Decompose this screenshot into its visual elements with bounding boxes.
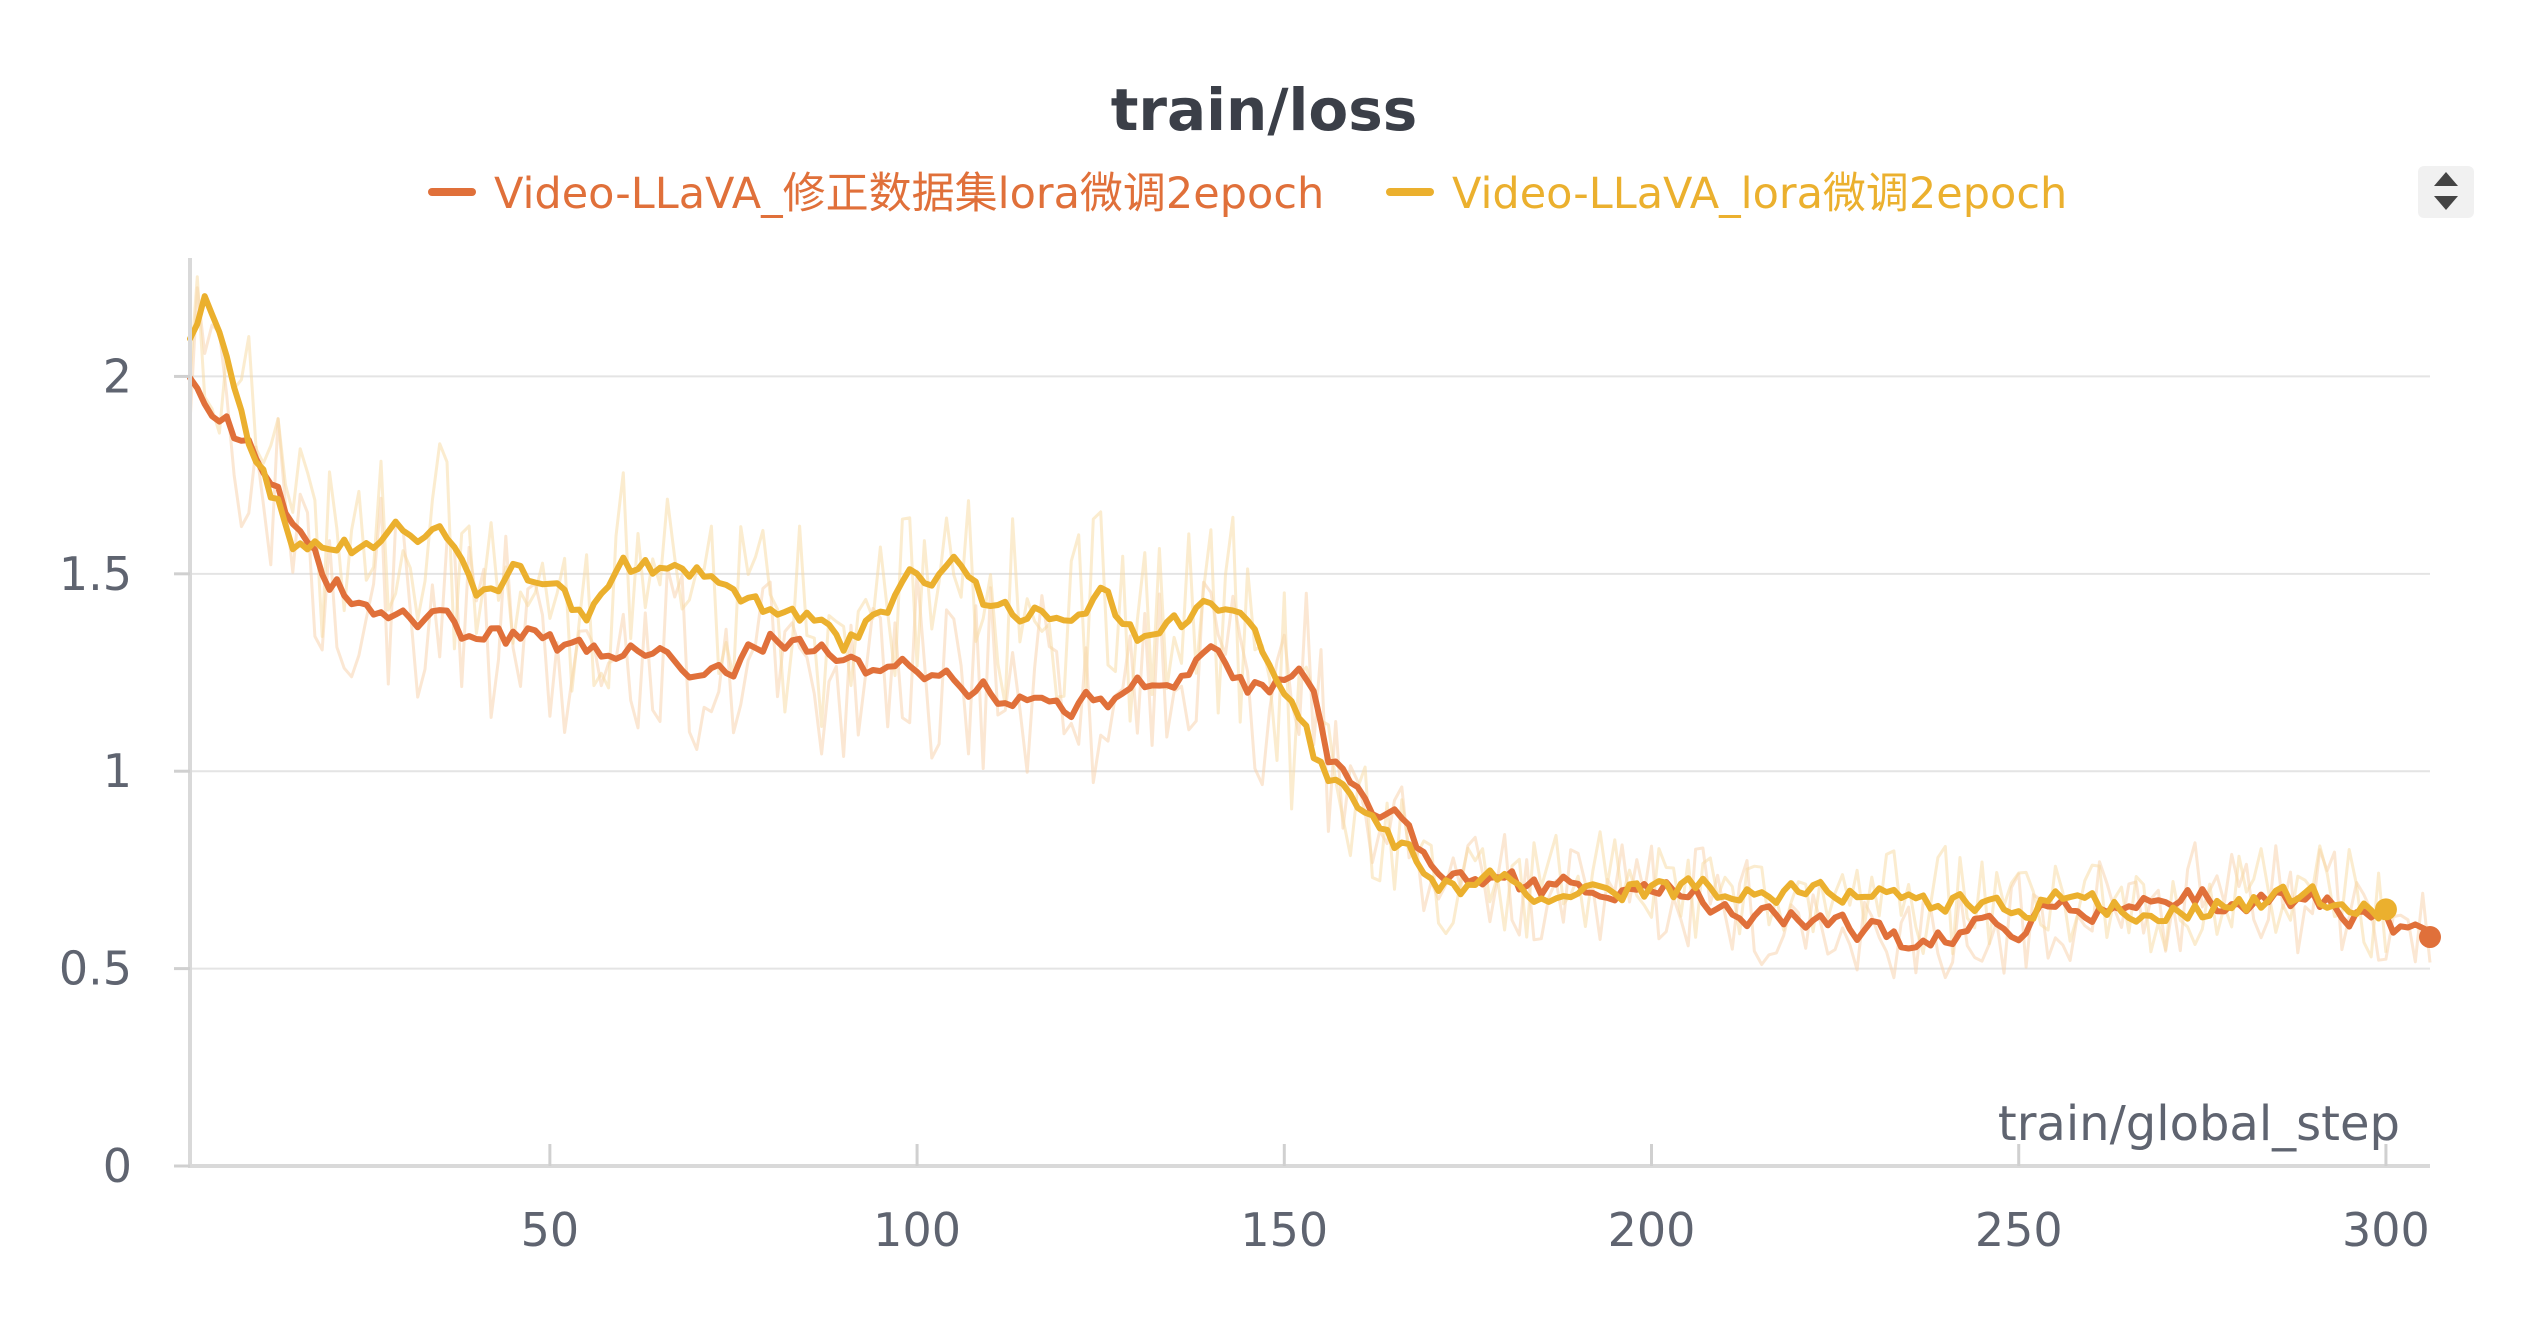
smoothed-line-series-1[interactable]: [187, 293, 2389, 925]
end-marker-series-1[interactable]: [2374, 898, 2397, 921]
scroll-down-icon[interactable]: [2434, 196, 2458, 210]
x-axis-ticks: 50 100 150 200 250 300: [521, 1144, 2430, 1257]
x-tick-label: 300: [2342, 1203, 2430, 1257]
legend-item-original[interactable]: Video-LLaVA_lora微调2epoch: [1386, 169, 2067, 219]
y-axis-ticks: 0 0.5 1 1.5 2: [59, 349, 190, 1193]
y-tick-label: 0: [103, 1139, 132, 1193]
y-tick-label: 0.5: [59, 942, 132, 996]
legend-scroll-control[interactable]: [2418, 166, 2474, 218]
raw-line-series-1: [188, 275, 2388, 959]
legend-item-corrected[interactable]: Video-LLaVA_修正数据集lora微调2epoch: [428, 169, 1324, 219]
y-tick-label: 1.5: [59, 547, 132, 601]
legend-scroll-background: [2418, 166, 2474, 218]
legend-label-corrected: Video-LLaVA_修正数据集lora微调2epoch: [494, 169, 1324, 219]
chart-title: train/loss: [1111, 76, 1418, 144]
x-axis-label: train/global_step: [1998, 1096, 2400, 1152]
smoothed-line-series-0[interactable]: [187, 374, 2433, 952]
end-markers: [2374, 898, 2441, 949]
scroll-up-icon[interactable]: [2434, 172, 2458, 186]
y-tick-label: 1: [103, 744, 132, 798]
x-tick-label: 150: [1240, 1203, 1328, 1257]
y-tick-label: 2: [103, 349, 132, 403]
end-marker-series-0[interactable]: [2419, 926, 2441, 949]
x-tick-label: 100: [873, 1203, 961, 1257]
raw-line-series-0: [188, 286, 2432, 980]
x-tick-label: 50: [521, 1203, 580, 1257]
grid: [190, 375, 2430, 970]
series-layer: [187, 293, 2433, 952]
x-tick-label: 250: [1975, 1203, 2063, 1257]
x-tick-label: 200: [1608, 1203, 1696, 1257]
legend-label-original: Video-LLaVA_lora微调2epoch: [1452, 169, 2067, 219]
legend: Video-LLaVA_修正数据集lora微调2epoch Video-LLaV…: [428, 169, 2067, 219]
